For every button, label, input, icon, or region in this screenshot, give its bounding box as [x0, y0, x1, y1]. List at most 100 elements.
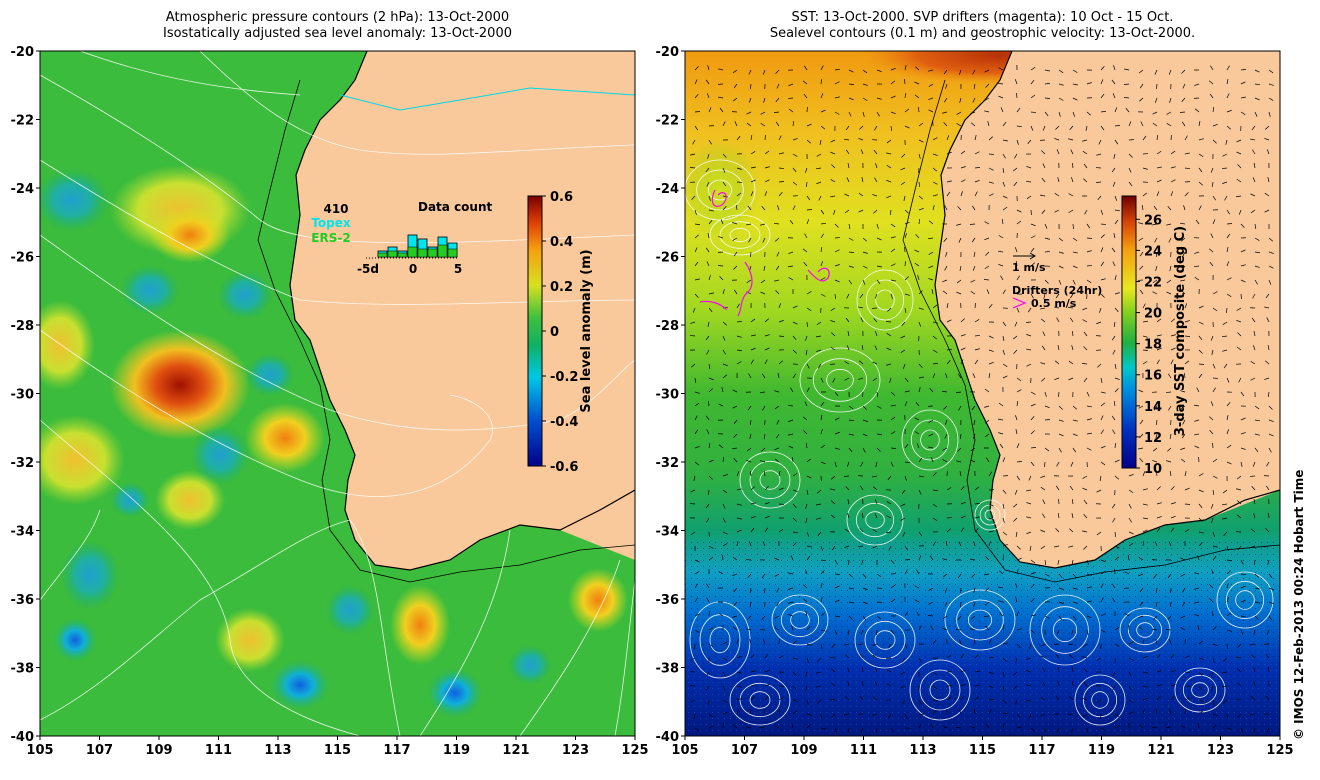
velocity-arrow [875, 163, 878, 169]
velocity-arrow [960, 601, 962, 608]
velocity-arrow [1240, 81, 1246, 85]
velocity-arrow [1184, 528, 1190, 533]
velocity-arrow [1142, 709, 1145, 715]
velocity-arrow [988, 335, 994, 339]
velocity-arrow [998, 418, 1004, 421]
velocity-arrow [1193, 265, 1200, 268]
velocity-arrow [792, 685, 797, 690]
velocity-arrow [1142, 671, 1148, 674]
sst-colorbar-scale [1121, 195, 1137, 469]
velocity-arrow [959, 265, 962, 271]
velocity-arrow [1086, 405, 1092, 408]
velocity-arrow [718, 68, 724, 71]
velocity-arrow [1253, 681, 1256, 687]
velocity-arrow [722, 685, 726, 691]
velocity-arrow [1240, 559, 1244, 565]
velocity-arrow [694, 66, 699, 71]
velocity-arrow [1072, 97, 1078, 101]
velocity-arrow [847, 163, 850, 169]
velocity-arrow [1166, 223, 1172, 226]
right-lat-tick-label: -28 [656, 319, 680, 334]
velocity-arrow [1058, 237, 1064, 242]
velocity-arrow [848, 251, 855, 253]
velocity-arrow [750, 470, 752, 477]
velocity-arrow [1238, 209, 1242, 215]
velocity-arrow [1058, 69, 1064, 74]
velocity-arrow [988, 656, 994, 659]
velocity-arrow [761, 447, 766, 452]
velocity-arrow [1044, 251, 1051, 253]
velocity-arrow [1070, 149, 1074, 155]
velocity-arrow [1254, 405, 1260, 410]
velocity-arrow [1212, 195, 1216, 201]
velocity-arrow [759, 391, 766, 393]
velocity-arrow [1002, 289, 1006, 295]
velocity-arrow [986, 457, 990, 463]
velocity-arrow [1180, 458, 1186, 463]
velocity-arrow [862, 447, 866, 453]
velocity-arrow [1268, 447, 1272, 453]
velocity-arrow [764, 502, 770, 505]
velocity-arrow [1128, 531, 1134, 535]
velocity-arrow [960, 527, 964, 533]
velocity-arrow [694, 278, 700, 281]
velocity-arrow [932, 541, 936, 547]
velocity-arrow [708, 209, 714, 212]
velocity-arrow [694, 402, 700, 407]
velocity-arrow [1198, 167, 1203, 173]
velocity-arrow [1198, 373, 1203, 379]
velocity-arrow [862, 251, 868, 254]
velocity-arrow [708, 489, 710, 496]
velocity-arrow [1236, 151, 1242, 155]
velocity-arrow [1251, 486, 1256, 491]
topex-legend-label: Topex [311, 216, 351, 230]
velocity-arrow [1250, 209, 1256, 214]
velocity-arrow [958, 541, 962, 547]
velocity-arrow [1184, 360, 1190, 365]
velocity-arrow [1100, 377, 1103, 383]
velocity-arrow [1166, 123, 1172, 127]
velocity-arrow [792, 181, 798, 186]
velocity-arrow [1250, 528, 1256, 533]
velocity-arrow [1184, 135, 1188, 141]
velocity-arrow [1099, 307, 1102, 313]
sealevel-contour-ring [719, 221, 761, 249]
velocity-arrow [859, 528, 864, 533]
velocity-arrow [1056, 629, 1060, 635]
velocity-arrow [1041, 150, 1046, 155]
velocity-arrow [694, 377, 697, 383]
velocity-arrow [1180, 615, 1186, 619]
velocity-arrow [928, 83, 934, 87]
velocity-arrow [690, 153, 696, 156]
velocity-arrow [805, 349, 808, 355]
velocity-arrow [945, 419, 948, 425]
velocity-arrow [932, 321, 938, 324]
velocity-arrow [792, 153, 798, 157]
velocity-arrow [943, 122, 948, 127]
velocity-arrow [958, 69, 962, 75]
velocity-arrow [689, 335, 696, 337]
velocity-arrow [774, 573, 780, 577]
velocity-arrow [1250, 643, 1256, 646]
velocity-arrow [820, 429, 823, 435]
velocity-arrow [774, 557, 780, 561]
velocity-arrow [890, 95, 896, 99]
velocity-arrow [806, 657, 809, 663]
velocity-arrow [1194, 572, 1200, 575]
velocity-arrow [1240, 573, 1247, 576]
velocity-arrow [1096, 699, 1102, 703]
velocity-arrow [1100, 247, 1104, 253]
velocity-arrow [750, 318, 756, 323]
velocity-arrow [985, 556, 990, 561]
velocity-arrow [1016, 726, 1022, 729]
velocity-arrow [946, 319, 952, 323]
colorbar-tick-label: 22 [1144, 275, 1162, 290]
velocity-arrow [806, 458, 812, 463]
velocity-arrow [1254, 615, 1259, 620]
velocity-arrow [778, 655, 784, 659]
velocity-arrow [1170, 166, 1176, 169]
velocity-arrow [1111, 167, 1116, 173]
velocity-arrow [945, 251, 948, 257]
velocity-arrow [1086, 727, 1089, 733]
velocity-arrow [1072, 265, 1078, 269]
